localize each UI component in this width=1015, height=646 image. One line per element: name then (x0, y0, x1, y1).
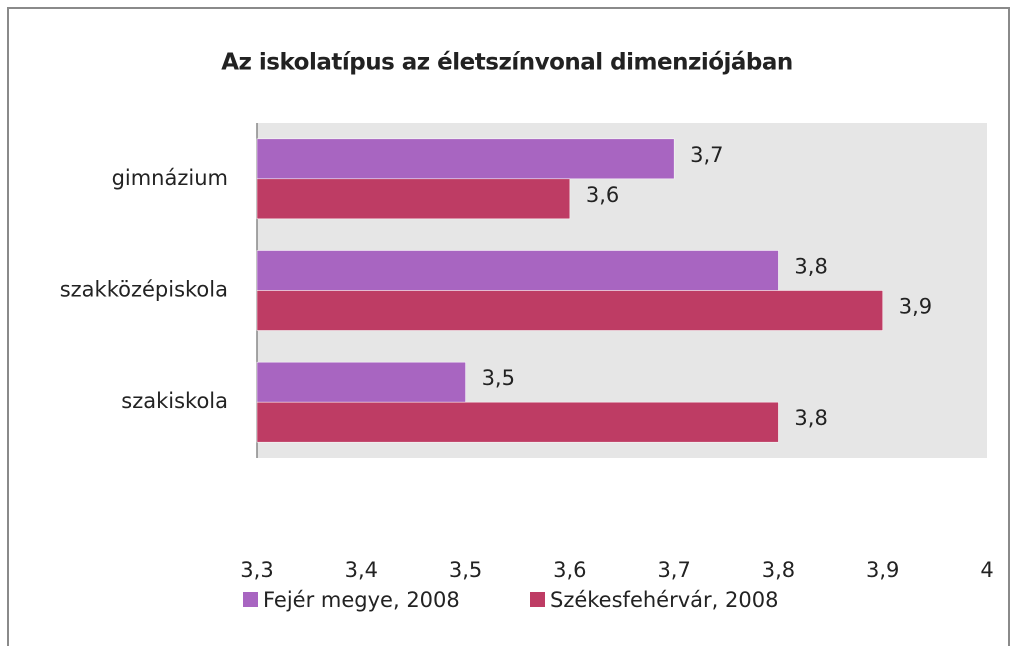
y-tick-label: gimnázium (112, 166, 228, 190)
bar (256, 361, 466, 403)
x-tick-label: 3,9 (866, 558, 899, 582)
y-tick-label: szakközépiskola (60, 278, 228, 302)
data-label: 3,5 (482, 366, 515, 390)
bar (256, 250, 779, 291)
data-label: 3,8 (794, 255, 827, 279)
bar (256, 401, 779, 443)
x-tick-label: 4 (980, 558, 993, 582)
x-tick-label: 3,7 (657, 558, 690, 582)
bar (256, 138, 675, 180)
bar (256, 290, 883, 331)
legend-swatch (530, 592, 545, 607)
data-label: 3,7 (690, 143, 723, 167)
data-label: 3,6 (586, 183, 619, 207)
y-tick-label: szakiskola (121, 389, 228, 413)
x-tick-label: 3,6 (553, 558, 586, 582)
legend-swatch (243, 592, 258, 607)
x-tick-label: 3,3 (240, 558, 273, 582)
x-tick-label: 3,8 (762, 558, 795, 582)
x-tick-label: 3,5 (449, 558, 482, 582)
bar (256, 178, 571, 220)
legend-label: Fejér megye, 2008 (263, 588, 460, 612)
chart-title: Az iskolatípus az életszínvonal dimenzió… (221, 50, 793, 76)
x-tick-label: 3,4 (345, 558, 378, 582)
data-label: 3,9 (899, 295, 932, 319)
legend-label: Székesfehérvár, 2008 (550, 588, 778, 612)
data-label: 3,8 (794, 406, 827, 430)
